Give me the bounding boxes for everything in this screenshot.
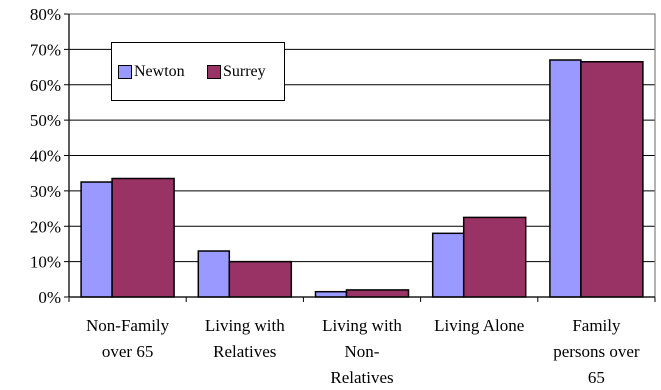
y-tick-label: 0% <box>38 288 61 307</box>
bar-surrey <box>345 289 410 298</box>
bar-newton <box>549 59 582 298</box>
x-tick-labels: Non-Family over 65 Living with Relatives Liv… <box>86 316 640 387</box>
bar-newton <box>80 181 113 298</box>
bar-surrey <box>228 260 293 298</box>
y-tick-label: 40% <box>30 147 61 166</box>
x-tick-label: Family persons over 65 <box>553 316 640 387</box>
legend-label-surrey: Surrey <box>223 63 266 80</box>
bar-newton <box>431 232 465 298</box>
y-tick-label: 60% <box>30 76 61 95</box>
bar-surrey <box>580 61 644 298</box>
axes <box>64 13 656 302</box>
legend: Newton Surrey <box>111 42 285 101</box>
bar-surrey <box>462 216 527 298</box>
x-tick-label: Living with Non-Relatives <box>322 316 402 387</box>
y-tick-label: 20% <box>30 217 61 236</box>
y-tick-label: 50% <box>30 111 61 130</box>
y-tick-label: 80% <box>30 5 61 24</box>
y-tick-label: 10% <box>30 253 61 272</box>
x-tick-label: Living with Relatives <box>205 316 285 361</box>
y-tick-label: 70% <box>30 40 61 59</box>
legend-item-surrey: Surrey <box>207 63 266 81</box>
bar-surrey <box>111 177 175 298</box>
y-tick-labels: 0% 10% 20% 30% 40% 50% 60% 70% 80% <box>30 5 61 307</box>
legend-label-newton: Newton <box>134 63 185 80</box>
y-tick-label: 30% <box>30 182 61 201</box>
x-tick-label: Non-Family over 65 <box>86 316 170 361</box>
legend-swatch-newton <box>118 65 132 79</box>
legend-item-newton: Newton <box>118 63 185 81</box>
x-tick-label: Living Alone <box>434 316 524 335</box>
bar-newton <box>314 290 348 298</box>
legend-swatch-surrey <box>207 65 221 79</box>
bar-newton <box>197 250 231 298</box>
